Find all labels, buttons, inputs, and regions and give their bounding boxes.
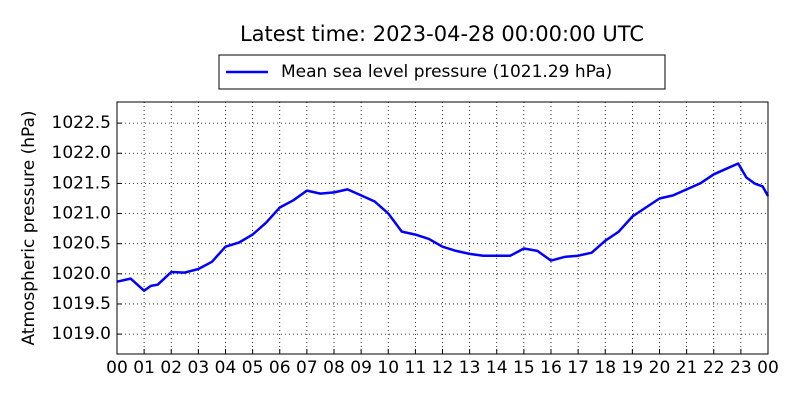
x-tick-label: 00 bbox=[757, 358, 779, 378]
x-tick-label: 04 bbox=[215, 358, 237, 378]
x-tick-label: 10 bbox=[377, 358, 399, 378]
x-tick-label: 03 bbox=[188, 358, 210, 378]
x-tick-label: 12 bbox=[432, 358, 454, 378]
x-tick-label: 23 bbox=[730, 358, 752, 378]
y-tick-label: 1019.5 bbox=[52, 294, 111, 314]
x-tick-label: 15 bbox=[513, 358, 535, 378]
x-tick-label: 11 bbox=[405, 358, 427, 378]
x-tick-label: 16 bbox=[540, 358, 562, 378]
legend-label: Mean sea level pressure (1021.29 hPa) bbox=[281, 62, 612, 82]
y-tick-label: 1022.5 bbox=[52, 113, 111, 133]
x-tick-label: 05 bbox=[242, 358, 264, 378]
x-tick-label: 18 bbox=[594, 358, 616, 378]
plot-frame bbox=[116, 101, 769, 355]
data-line bbox=[116, 162, 770, 292]
x-tick-label: 01 bbox=[133, 358, 155, 378]
x-tick-label: 20 bbox=[649, 358, 671, 378]
y-tick-label: 1020.5 bbox=[52, 234, 111, 254]
x-tick-label: 21 bbox=[676, 358, 698, 378]
y-tick-label: 1021.0 bbox=[52, 204, 111, 224]
x-tick-label: 00 bbox=[106, 358, 128, 378]
y-tick-label: 1021.5 bbox=[52, 173, 111, 193]
x-tick-label: 07 bbox=[296, 358, 318, 378]
legend-box bbox=[218, 54, 666, 90]
y-tick-label: 1019.0 bbox=[52, 324, 111, 344]
y-tick-label: 1020.0 bbox=[52, 264, 111, 284]
x-tick-label: 06 bbox=[269, 358, 291, 378]
x-tick-label: 02 bbox=[160, 358, 182, 378]
x-tick-label: 22 bbox=[703, 358, 725, 378]
y-tick-label: 1022.0 bbox=[52, 143, 111, 163]
chart-title: Latest time: 2023-04-28 00:00:00 UTC bbox=[240, 22, 644, 46]
x-tick-label: 08 bbox=[323, 358, 345, 378]
y-axis-label: Atmospheric pressure (hPa) bbox=[19, 110, 39, 345]
x-tick-label: 19 bbox=[622, 358, 644, 378]
x-tick-label: 17 bbox=[567, 358, 589, 378]
x-tick-label: 09 bbox=[350, 358, 372, 378]
x-tick-label: 14 bbox=[486, 358, 508, 378]
x-tick-label: 13 bbox=[459, 358, 481, 378]
